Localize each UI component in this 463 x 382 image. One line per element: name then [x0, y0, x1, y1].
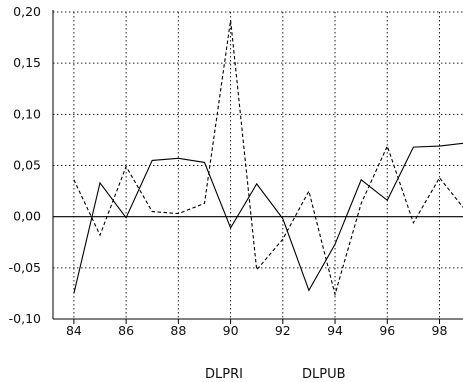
legend: DLPRI DLPUB [205, 367, 346, 382]
x-tick-label: 86 [118, 323, 134, 338]
y-tick-label: 0,00 [13, 209, 41, 224]
x-tick-label: 90 [223, 323, 239, 338]
x-tick-label: 88 [170, 323, 186, 338]
x-tick-label: 84 [66, 323, 82, 338]
x-tick-labels: 84 86 88 90 92 94 96 98 [66, 323, 448, 338]
y-tick-label: -0,10 [9, 311, 41, 326]
y-tick-label: 0,10 [13, 106, 41, 121]
y-tick-labels: 0,20 0,15 0,10 0,05 0,00 -0,05 -0,10 [9, 4, 41, 326]
series-line-dlpri [73, 142, 463, 294]
legend-label-dlpub: DLPUB [302, 367, 346, 382]
y-tick-label: 0,20 [13, 4, 41, 19]
x-tick-label: 98 [432, 323, 448, 338]
y-tick-label: 0,05 [13, 158, 41, 173]
x-tick-label: 94 [327, 323, 343, 338]
legend-label-dlpri: DLPRI [205, 367, 243, 382]
x-tick-label: 92 [275, 323, 291, 338]
y-tick-label: 0,15 [13, 55, 41, 70]
x-tick-label: 96 [379, 323, 395, 338]
y-tick-label: -0,05 [9, 260, 41, 275]
series-line-dlpub [73, 20, 463, 297]
axes [52, 10, 463, 324]
series-lines [73, 20, 463, 297]
grid-lines [53, 11, 463, 319]
